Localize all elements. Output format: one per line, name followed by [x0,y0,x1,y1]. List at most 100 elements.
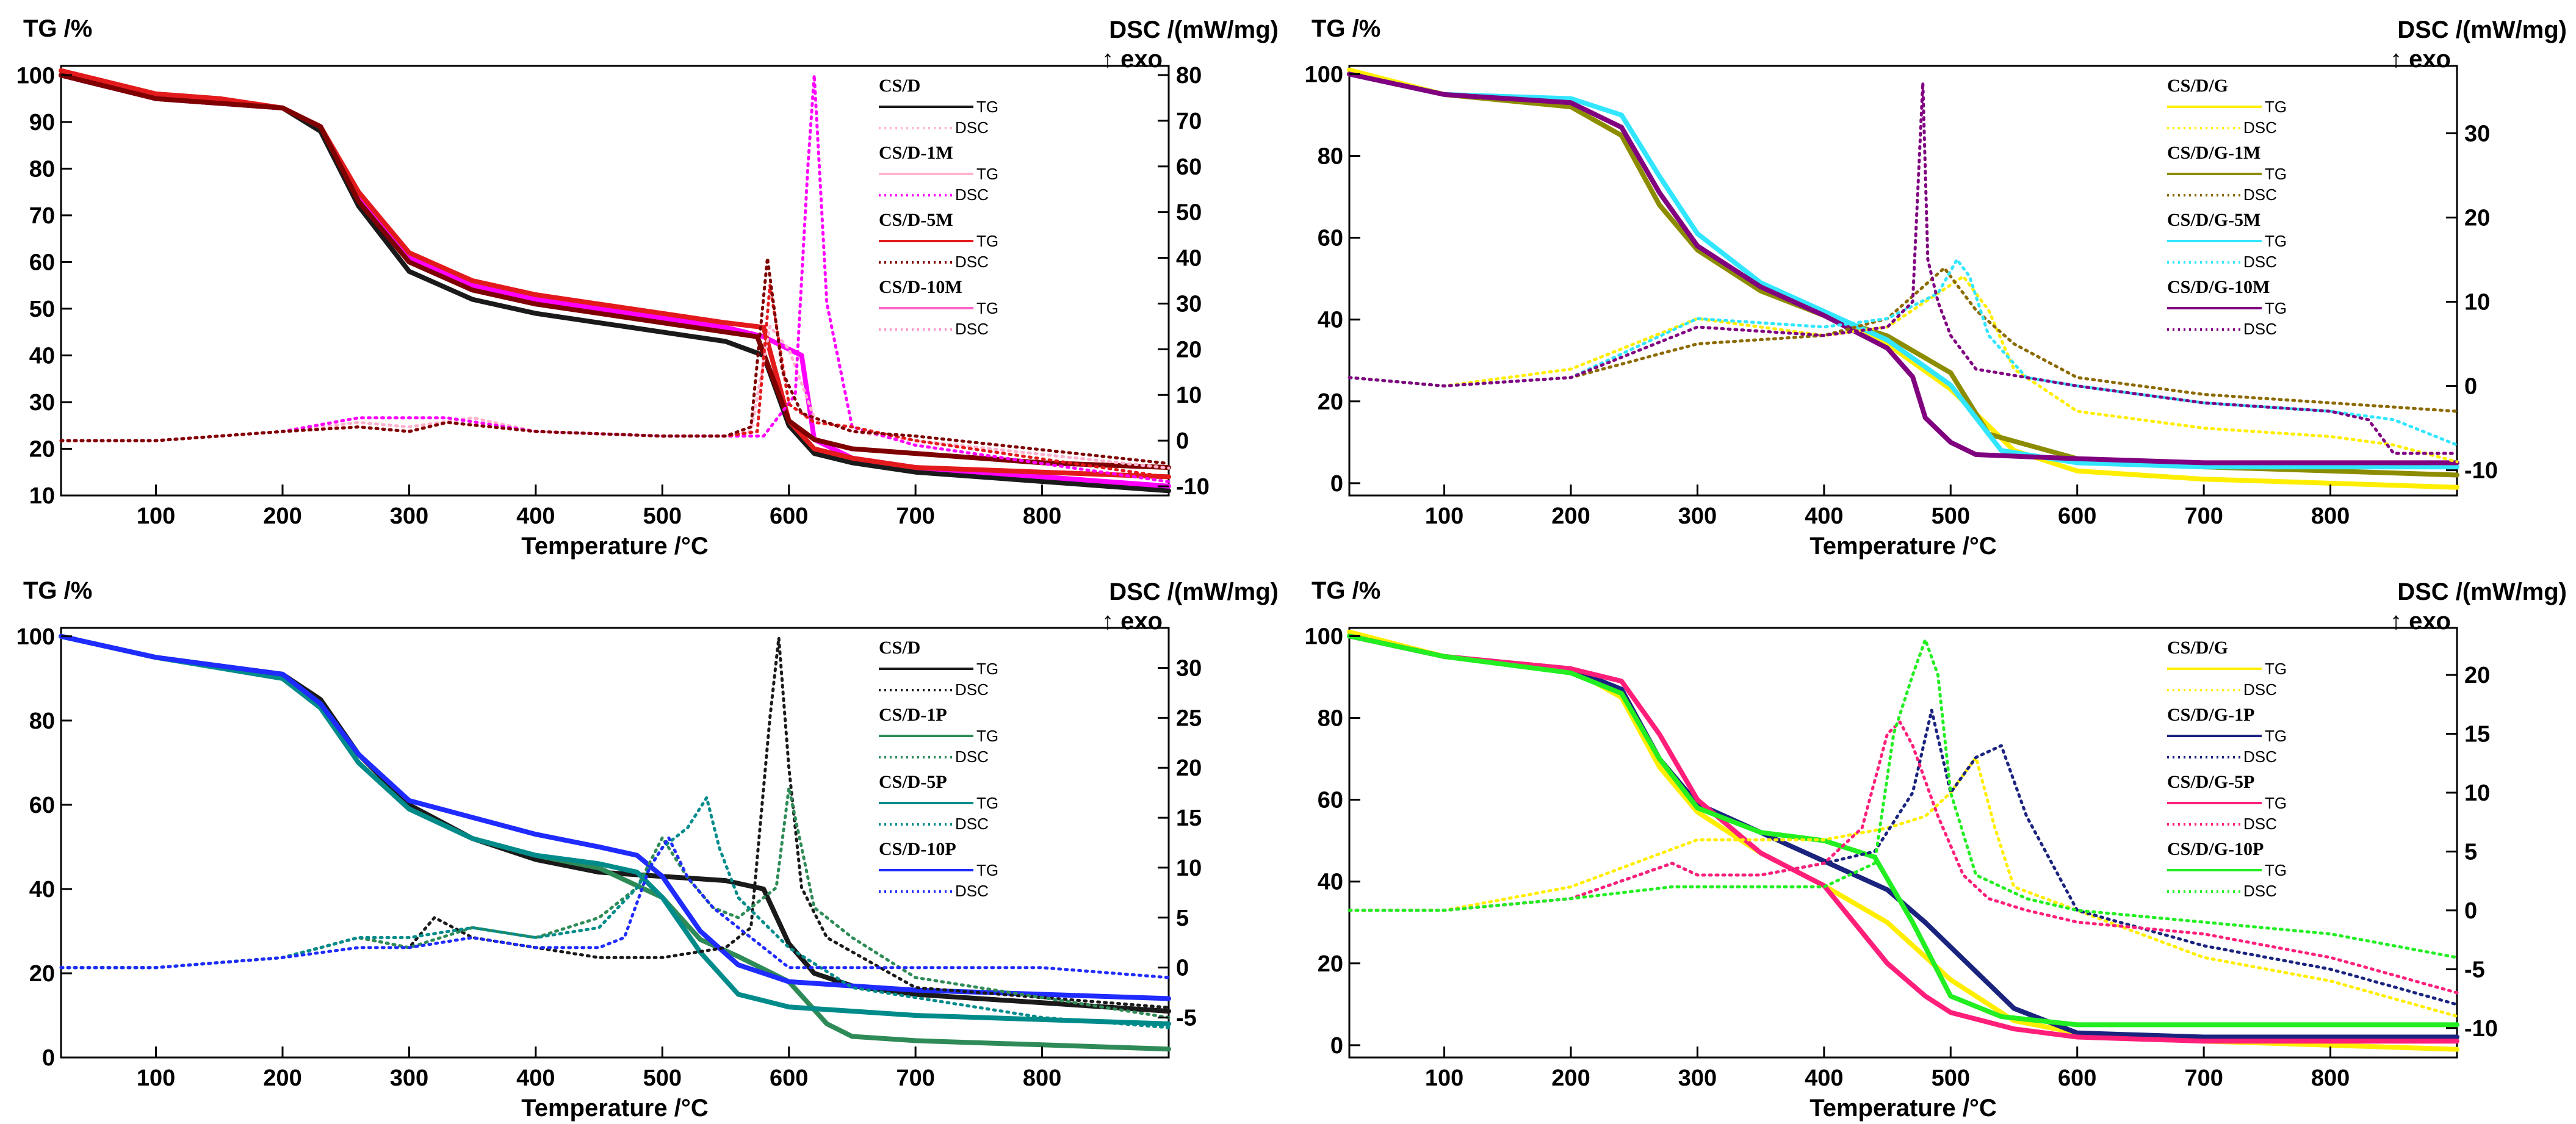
series-cs-d-10p-dsc [59,836,1171,979]
legend-cs-d-g-10p-dsc-label: DSC [2243,882,2277,900]
legend-cs-d-5m-name: CS/D-5M [879,210,953,230]
x-tick-label-100: 100 [137,1065,175,1091]
y-left-tick-label-40: 40 [29,343,55,369]
y-right-tick-label-60: 60 [1176,154,1202,180]
legend-cs-d-g-5p-dsc-label: DSC [2243,815,2277,833]
x-tick-label-700: 700 [2184,503,2223,529]
legend-cs-d-g-1m-tg-label: TG [2265,165,2287,183]
y-right-title: DSC /(mW/mg) [1109,16,1279,43]
series-cs-d-5p-tg [59,633,1171,1026]
y-left-tick-label-20: 20 [29,436,55,462]
chart-bottom-right: 100 200 300 400 500 600 700 800020406080100-10-… [1305,577,2567,1122]
legend-cs-d-10m-tg-label: TG [976,299,998,317]
x-axis-title: Temperature /°C [521,1095,708,1122]
y-right-tick-label-5: 5 [2464,839,2477,865]
legend-cs-d-5p-tg-label: TG [976,794,998,812]
y-left-tick-label-60: 60 [1318,226,1343,251]
legend-cs-d-g-5m-tg-label: TG [2265,232,2287,250]
y-left-tick-label-70: 70 [29,203,55,229]
x-tick-label-700: 700 [896,503,934,529]
x-tick-label-200: 200 [263,503,301,529]
chart-top-left: 100 200 300 400 500 600 700 8001020304050607080… [16,15,1279,560]
panel-top-left: 100 200 300 400 500 600 700 800 10 20 30 40 50 60 70 80… [0,0,1288,562]
y-left-tick-label-50: 50 [29,297,55,322]
legend-cs-d-g-1p-tg-label: TG [2265,727,2287,745]
y-left-title: TG /% [1311,15,1380,42]
series-cs-d-g-dsc [1348,275,2459,464]
legend-cs-d-1m-name: CS/D-1M [879,143,953,163]
y-left-tick-label-100: 100 [1305,624,1343,649]
series-cs-d-1m-dsc [59,73,1171,483]
y-left-tick-label-10: 10 [29,483,55,509]
x-tick-label-700: 700 [2184,1065,2223,1091]
legend-cs-d-g-5m-name: CS/D/G-5M [2167,210,2260,230]
legend-cs-d-g-1p-name: CS/D/G-1P [2167,705,2254,725]
series-cs-d-g-10p-dsc [1348,638,2459,959]
x-tick-label-500: 500 [1932,503,1970,529]
y-left-tick-label-0: 0 [1330,471,1343,497]
legend-cs-d-dsc-label: DSC [955,680,989,699]
chart-top-right: 100 200 300 400 500 600 700 800 0 20 40 60 80 100 -10 0… [1305,15,2567,560]
y-right-tick-label--5: -5 [2464,957,2485,982]
x-tick-label-200: 200 [1551,503,1590,529]
series-cs-d-g-5m-tg [1347,71,2459,470]
y-right-tick-label-20: 20 [1176,337,1202,362]
legend-cs-d-tg-label: TG [976,98,998,116]
legend-cs-d-1p-name: CS/D-1P [879,705,947,725]
y-left-title: TG /% [1311,577,1380,604]
series-cs-d-10m-tg [59,73,1171,470]
y-left-tick-label-90: 90 [29,110,55,135]
x-tick-label-700: 700 [896,1065,934,1091]
legend-cs-d-g-tg-label: TG [2265,660,2287,678]
legend-cs-d-g-10m-name: CS/D/G-10M [2167,277,2270,297]
x-tick-label-600: 600 [770,503,808,529]
x-tick-label-500: 500 [1932,1065,1970,1091]
y-left-tick-label-100: 100 [16,624,55,650]
exo-label: ↑ exo [1102,608,1163,635]
x-tick-label-400: 400 [516,503,555,529]
y-right-tick-label-0: 0 [2464,898,2477,924]
series-group [1347,629,2459,1052]
x-axis-title: Temperature /°C [1809,533,1996,560]
y-left-tick-label-0: 0 [1330,1033,1343,1059]
series-cs-d-g-1m-dsc [1348,266,2459,413]
plot-frame [60,627,1170,1059]
y-left-tick-label-30: 30 [29,390,55,416]
exo-label: ↑ exo [1102,46,1163,73]
y-left-tick-label-40: 40 [1318,308,1343,333]
x-axis-title: Temperature /°C [1809,1095,1996,1122]
y-right-title: DSC /(mW/mg) [2397,16,2567,43]
legend-cs-d-1p-tg-label: TG [976,727,998,745]
y-left-tick-label-40: 40 [1318,870,1343,895]
series-cs-d-g-10m-tg [1347,71,2459,466]
series-cs-d-g-5p-dsc [1348,720,2459,995]
x-tick-label-200: 200 [1551,1065,1590,1091]
series-cs-d-10m-dsc [59,256,1171,466]
y-left-tick-label-80: 80 [29,156,55,182]
x-tick-label-800: 800 [2311,1065,2350,1091]
x-tick-label-100: 100 [1425,503,1463,529]
y-right-tick-label--5: -5 [1176,1006,1197,1031]
x-tick-label-300: 300 [1678,1065,1717,1091]
legend-cs-d-dsc-label: DSC [955,118,989,137]
x-tick-label-500: 500 [643,1065,682,1091]
y-right-title: DSC /(mW/mg) [1109,578,1279,605]
y-right-tick-label-70: 70 [1176,109,1202,134]
x-tick-label-800: 800 [1023,503,1061,529]
y-right-tick-label-15: 15 [1176,805,1202,831]
y-right-tick-label-80: 80 [1176,63,1202,88]
plot-frame [1348,65,2458,497]
x-tick-label-600: 600 [770,1065,808,1091]
plot-frame [60,65,1170,497]
y-right-tick-label--10: -10 [2464,458,2498,484]
legend-cs-d-10p-dsc-label: DSC [955,882,989,900]
panel-bottom-right: 100 200 300 400 500 600 700 800 0 20 40 60 80 100 -10-… [1288,562,2576,1124]
y-left-title: TG /% [23,15,92,42]
series-cs-d-g-10m-dsc [1348,81,2459,455]
y-left-title: TG /% [23,577,92,604]
y-right-tick-label-50: 50 [1176,200,1202,226]
y-right-tick-label--10: -10 [1176,474,1210,500]
y-right-tick-label-20: 20 [2464,663,2490,688]
series-group [59,633,1171,1052]
y-right-tick-label-0: 0 [1176,428,1189,454]
